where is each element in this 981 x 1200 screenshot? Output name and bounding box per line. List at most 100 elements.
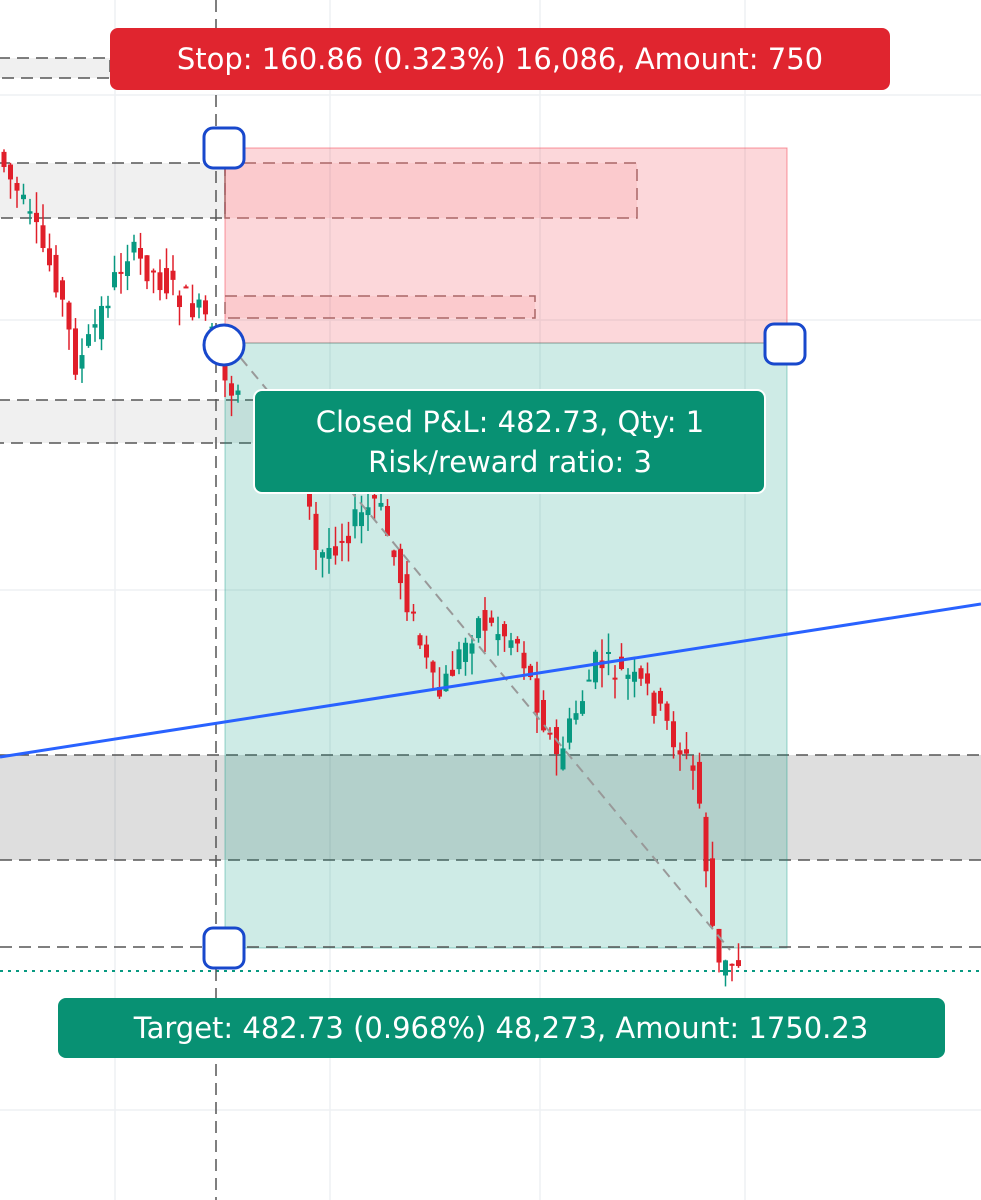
- candle-body: [333, 546, 338, 556]
- position-badge: [253, 389, 766, 494]
- stop-zone: [224, 147, 788, 344]
- candle-body: [105, 305, 111, 309]
- target-label: Target: 482.73 (0.968%) 48,273, Amount: …: [133, 1011, 869, 1045]
- candle-body: [482, 610, 488, 631]
- candle-body: [521, 652, 527, 669]
- candle-body: [573, 713, 579, 720]
- candle-body: [456, 649, 462, 670]
- candle-body: [326, 547, 332, 559]
- candle-body: [651, 692, 657, 716]
- candle-body: [710, 858, 715, 926]
- candle-body: [502, 624, 507, 637]
- candle-body: [47, 248, 52, 266]
- candle-body: [508, 640, 514, 648]
- candle-body: [157, 272, 163, 291]
- candle-body: [593, 651, 598, 683]
- candle-body: [443, 673, 449, 692]
- candle-body: [736, 960, 741, 967]
- candle-body: [21, 194, 26, 200]
- stop-label: Stop: 160.86 (0.323%) 16,086, Amount: 75…: [177, 42, 823, 76]
- candle-body: [365, 507, 371, 516]
- handle[interactable]: [202, 323, 246, 367]
- candle-body: [703, 816, 709, 872]
- trend-path: [229, 344, 731, 951]
- position-label: Risk/reward ratio: 3: [368, 445, 652, 479]
- candle-body: [632, 671, 637, 682]
- candle-body: [235, 390, 241, 395]
- target-badge: [58, 998, 945, 1058]
- candle-body: [489, 617, 494, 623]
- position-label: Closed P&L: 482.73, Qty: 1: [316, 405, 704, 439]
- stop-badge: [110, 28, 890, 90]
- candle-body: [658, 690, 663, 704]
- candle-body: [424, 644, 429, 658]
- candle-body: [14, 183, 20, 191]
- candle-body: [60, 280, 65, 300]
- candle-body: [476, 618, 481, 639]
- candle-body: [645, 673, 650, 684]
- candle-body: [541, 699, 546, 731]
- candle-body: [391, 550, 397, 558]
- handle[interactable]: [202, 126, 246, 170]
- candle-body: [8, 164, 13, 180]
- candle-body: [73, 328, 78, 375]
- handles[interactable]: [202, 126, 807, 970]
- candle-body: [586, 679, 592, 682]
- candle-body: [567, 718, 572, 743]
- candle-body: [398, 548, 403, 584]
- candle-body: [66, 302, 72, 330]
- candle-body: [1, 151, 7, 167]
- candle-body: [417, 635, 423, 646]
- handle[interactable]: [763, 322, 807, 366]
- candle-body: [677, 750, 683, 755]
- candle-body: [320, 552, 325, 558]
- candle-body: [463, 642, 468, 662]
- candle-body: [515, 638, 520, 644]
- handle[interactable]: [202, 926, 246, 970]
- candle-body: [53, 254, 59, 293]
- candle-body: [196, 299, 202, 308]
- candle-body: [547, 732, 553, 735]
- candle-body: [580, 701, 585, 714]
- candle-body: [450, 669, 455, 676]
- candle-body: [203, 300, 208, 315]
- candle-body: [177, 295, 182, 308]
- candle-body: [684, 749, 689, 754]
- candle-body: [528, 665, 533, 678]
- candle-body: [430, 661, 436, 673]
- candle-body: [372, 495, 377, 499]
- candle-body: [723, 960, 728, 976]
- dashed-boxes: [224, 162, 638, 319]
- candle-body: [606, 651, 611, 654]
- candle-body: [534, 678, 540, 713]
- candle-body: [495, 634, 501, 641]
- candle-body: [638, 668, 644, 679]
- candle-body: [378, 502, 384, 507]
- candle-body: [229, 383, 234, 396]
- candle-body: [612, 677, 618, 680]
- candle-body: [560, 748, 566, 770]
- candle-body: [144, 255, 150, 282]
- candle-body: [190, 303, 195, 318]
- candle-body: [183, 286, 189, 289]
- candle-body: [40, 225, 46, 248]
- candle-body: [131, 241, 137, 253]
- trend-line[interactable]: [0, 602, 981, 759]
- candle-body: [716, 928, 722, 963]
- candle-body: [339, 540, 345, 543]
- candle-body: [34, 212, 39, 223]
- candle-body: [79, 355, 85, 369]
- candle-body: [170, 270, 176, 280]
- candle-body: [118, 271, 124, 274]
- candle-body: [222, 361, 228, 381]
- candle-body: [359, 512, 364, 527]
- candle-body: [671, 721, 676, 748]
- candle-body: [411, 611, 416, 614]
- candle-body: [112, 272, 117, 288]
- gray-zones: [0, 57, 981, 861]
- candle-body: [313, 513, 319, 550]
- candle-body: [404, 574, 410, 613]
- candle-body: [729, 963, 735, 966]
- candle-body: [625, 674, 631, 679]
